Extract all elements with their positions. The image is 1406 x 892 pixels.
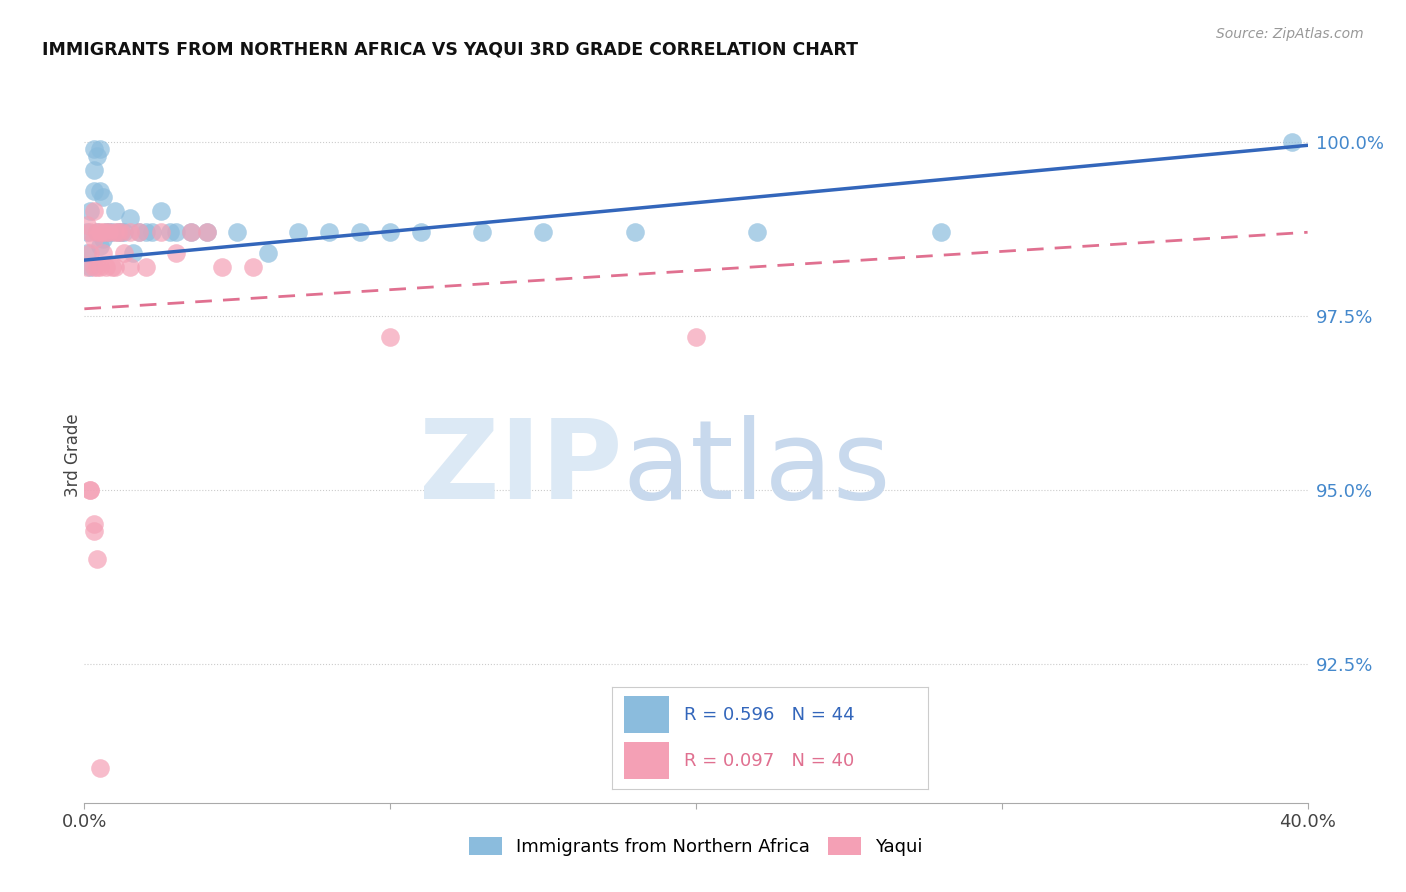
Bar: [624, 742, 669, 780]
Point: [685, 329, 707, 343]
Point: [107, 225, 129, 239]
Point: [195, 225, 218, 239]
Text: R = 0.596   N = 44: R = 0.596 N = 44: [685, 706, 855, 723]
Point: [89, 761, 111, 775]
Point: [101, 260, 124, 274]
Point: [211, 260, 233, 274]
Point: [89, 184, 111, 198]
Legend: Immigrants from Northern Africa, Yaqui: Immigrants from Northern Africa, Yaqui: [463, 830, 929, 863]
Point: [83, 517, 105, 532]
Point: [141, 225, 163, 239]
Point: [83, 232, 105, 246]
Point: [83, 524, 105, 539]
Point: [318, 225, 340, 239]
Point: [79, 225, 101, 239]
Point: [91, 246, 114, 260]
Point: [110, 225, 132, 239]
Text: IMMIGRANTS FROM NORTHERN AFRICA VS YAQUI 3RD GRADE CORRELATION CHART: IMMIGRANTS FROM NORTHERN AFRICA VS YAQUI…: [42, 40, 858, 58]
Point: [180, 225, 202, 239]
Point: [120, 211, 142, 226]
Point: [104, 260, 127, 274]
Point: [83, 260, 105, 274]
Point: [180, 225, 202, 239]
Point: [79, 260, 101, 274]
Point: [76, 225, 98, 239]
Point: [83, 184, 105, 198]
Point: [83, 204, 105, 219]
Text: ZIP: ZIP: [419, 416, 623, 523]
Point: [97, 225, 120, 239]
Point: [97, 225, 120, 239]
Point: [89, 239, 111, 253]
Point: [112, 225, 135, 239]
Point: [929, 225, 952, 239]
Point: [128, 225, 150, 239]
Point: [242, 260, 264, 274]
Point: [89, 142, 111, 156]
Point: [380, 225, 402, 239]
Point: [122, 246, 145, 260]
Point: [135, 260, 157, 274]
Point: [79, 483, 101, 497]
Text: R = 0.097   N = 40: R = 0.097 N = 40: [685, 752, 855, 770]
Point: [624, 225, 647, 239]
Point: [86, 225, 108, 239]
Point: [747, 225, 769, 239]
Y-axis label: 3rd Grade: 3rd Grade: [65, 413, 82, 497]
Point: [91, 190, 114, 204]
Point: [226, 225, 249, 239]
Point: [195, 225, 218, 239]
Point: [86, 225, 108, 239]
Point: [1281, 135, 1303, 149]
Point: [104, 204, 127, 219]
Point: [531, 225, 554, 239]
Point: [83, 162, 105, 177]
Point: [149, 204, 172, 219]
Point: [409, 225, 432, 239]
Point: [165, 246, 187, 260]
Point: [101, 225, 124, 239]
Point: [128, 225, 150, 239]
Point: [349, 225, 371, 239]
Point: [76, 260, 98, 274]
Bar: [624, 696, 669, 733]
Point: [91, 232, 114, 246]
Point: [380, 329, 402, 343]
Point: [76, 246, 98, 260]
Point: [76, 219, 98, 233]
Point: [94, 225, 117, 239]
Point: [94, 225, 117, 239]
Text: Source: ZipAtlas.com: Source: ZipAtlas.com: [1216, 27, 1364, 41]
Point: [79, 246, 101, 260]
Point: [159, 225, 181, 239]
Point: [110, 225, 132, 239]
Point: [83, 142, 105, 156]
Point: [89, 225, 111, 239]
Point: [112, 246, 135, 260]
Text: atlas: atlas: [623, 416, 891, 523]
Point: [257, 246, 280, 260]
Point: [89, 260, 111, 274]
Point: [120, 260, 142, 274]
Point: [165, 225, 187, 239]
Point: [86, 149, 108, 163]
Point: [86, 260, 108, 274]
Point: [135, 225, 157, 239]
Point: [471, 225, 494, 239]
Point: [79, 204, 101, 219]
Point: [287, 225, 309, 239]
Point: [91, 225, 114, 239]
Point: [86, 552, 108, 566]
Point: [120, 225, 142, 239]
Point: [79, 483, 101, 497]
Point: [107, 225, 129, 239]
Point: [104, 225, 127, 239]
Point: [94, 260, 117, 274]
Point: [149, 225, 172, 239]
